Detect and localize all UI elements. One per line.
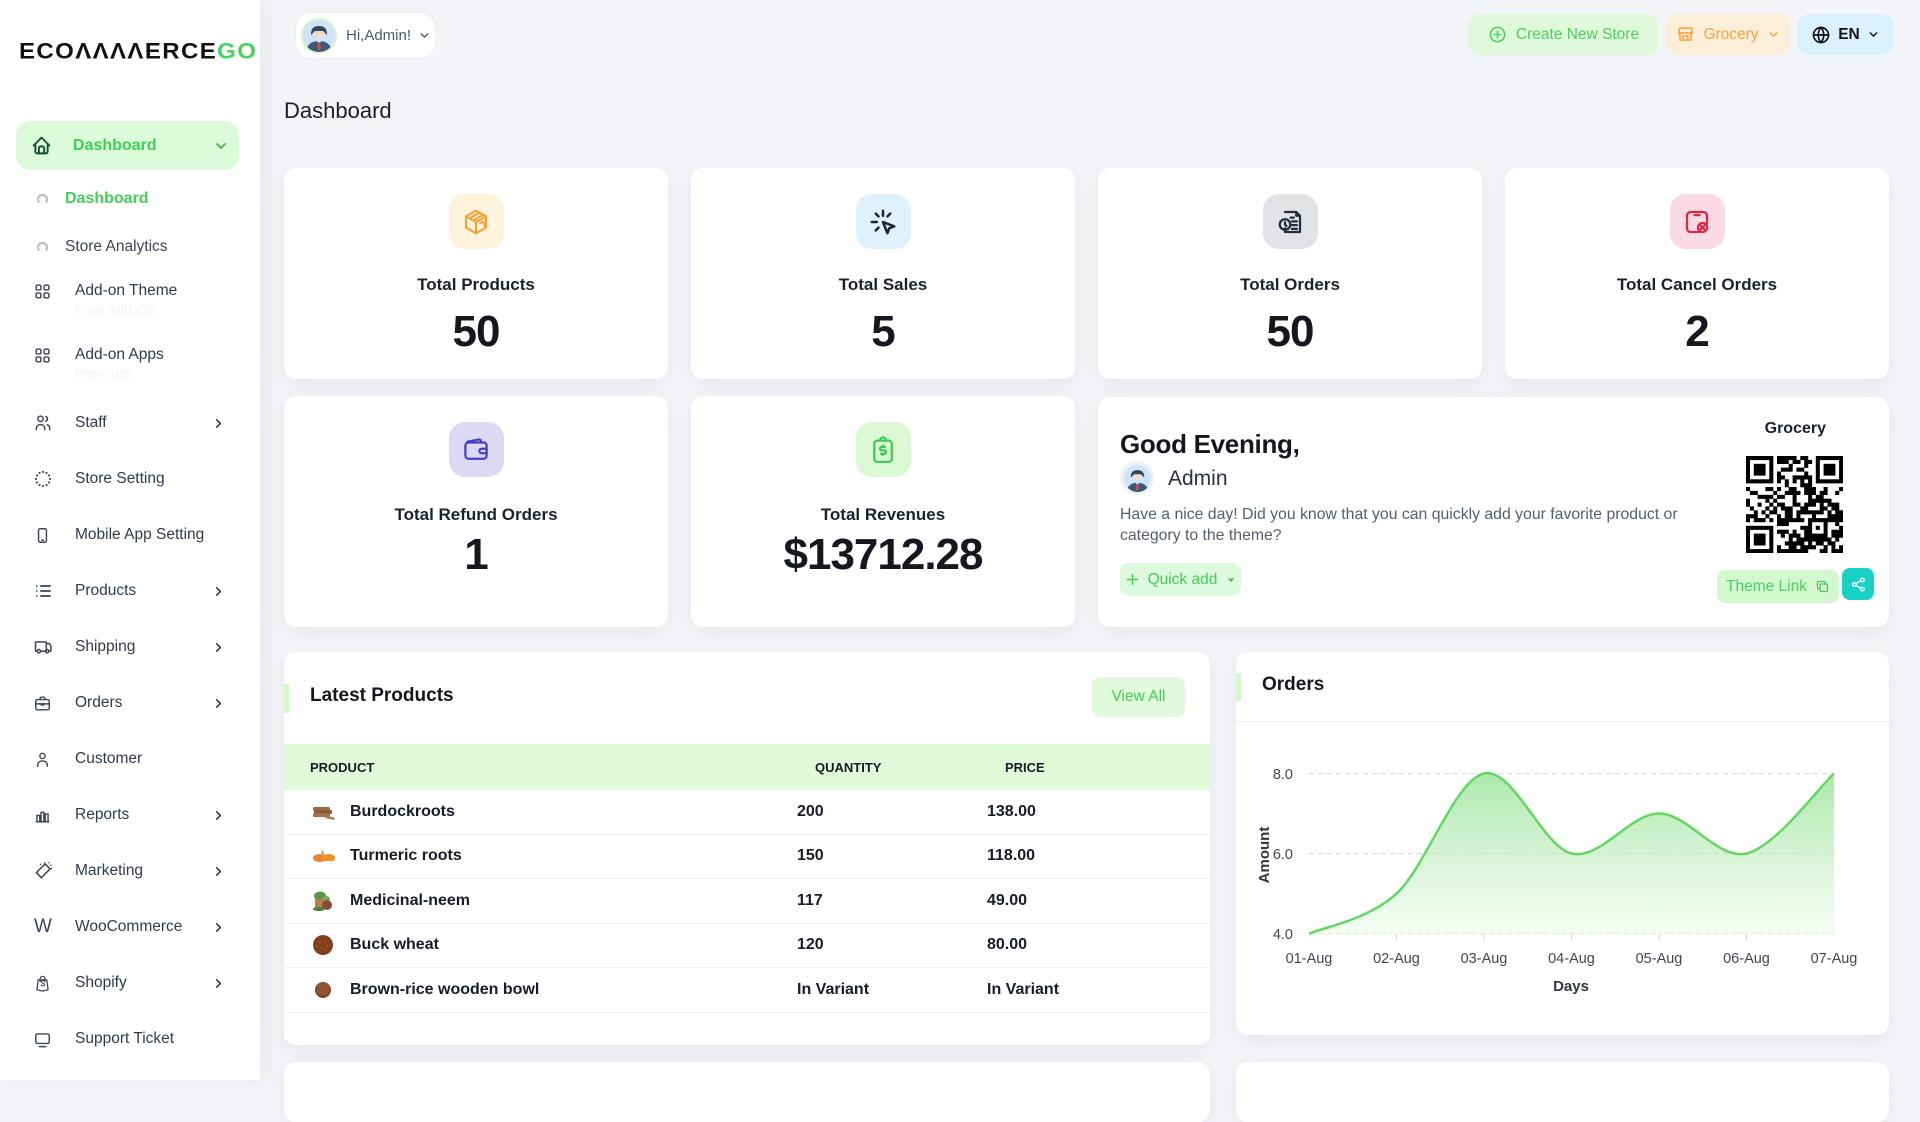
svg-text:4.0: 4.0 [1273,927,1293,943]
svg-text:05-Aug: 05-Aug [1636,951,1683,967]
svg-text:02-Aug: 02-Aug [1373,951,1420,967]
svg-text:06-Aug: 06-Aug [1723,951,1770,967]
svg-text:03-Aug: 03-Aug [1461,951,1508,967]
svg-text:Amount: Amount [1256,827,1273,884]
svg-text:04-Aug: 04-Aug [1548,951,1595,967]
svg-text:07-Aug: 07-Aug [1811,951,1858,967]
svg-text:01-Aug: 01-Aug [1286,951,1333,967]
svg-text:Days: Days [1553,978,1589,995]
svg-text:6.0: 6.0 [1273,847,1293,863]
svg-text:8.0: 8.0 [1273,767,1293,783]
